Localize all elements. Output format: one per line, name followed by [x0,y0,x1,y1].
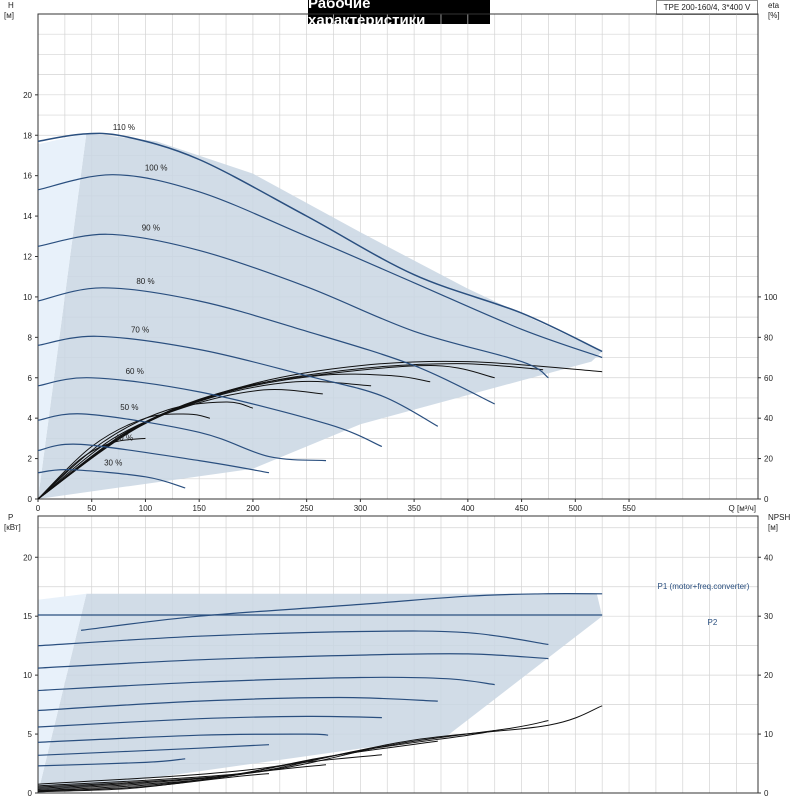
efficiency-curve [37,363,544,500]
efficiency-curve [37,413,211,500]
head-curve [37,287,495,405]
power-curve [37,733,329,743]
y-tick-label: 10 [23,293,32,302]
y-tick-label: 16 [23,172,32,181]
y2-tick-label: 20 [764,671,773,680]
y-tick-label: 0 [28,495,33,504]
x-tick-label: 450 [515,504,529,513]
y2-axis-unit: [м] [768,523,778,532]
y-tick-label: 4 [28,414,33,423]
head-curve [37,377,383,448]
efficiency-curve [37,437,146,500]
y-tick-label: 12 [23,253,32,262]
y-tick-label: 0 [28,789,33,798]
y-tick-label: 18 [23,131,32,140]
y2-tick-label: 40 [764,414,773,423]
speed-label: 30 % [104,459,122,468]
efficiency-curve [37,388,323,500]
efficiency-curve [37,365,495,500]
y2-tick-label: 100 [764,293,778,302]
x-tick-label: 500 [569,504,583,513]
head-curve [37,132,603,353]
y-tick-label: 14 [23,212,32,221]
head-curve [37,443,270,474]
y2-tick-label: 0 [764,495,769,504]
y-tick-label: 2 [28,455,33,464]
power-chart: 0 5 10 15 20 0 10 20 30 40 P[кВт] NPSH[м] P1 (motor+… [4,513,790,798]
y-axis-label: P [8,513,13,522]
y2-tick-label: 40 [764,553,773,562]
head-curve [37,233,549,379]
speed-label: 40 % [115,433,133,442]
y-tick-label: 10 [23,671,32,680]
y-tick-label: 8 [28,333,33,342]
speed-label: 90 % [142,223,160,232]
operating-range [38,133,603,499]
y2-tick-label: 0 [764,789,769,798]
speed-label: 60 % [126,367,144,376]
npsh-curve [37,764,327,792]
npsh-curve [37,705,603,785]
power-curve-label: P2 [708,618,718,627]
x-tick-label: 100 [139,504,153,513]
head-curve [37,174,603,359]
y2-axis-label: NPSH [768,513,790,522]
y-axis-unit: [м] [4,11,14,20]
npsh-curve [37,781,186,793]
power-curve [80,593,603,631]
y-tick-label: 20 [23,553,32,562]
power-curve [37,653,549,669]
y2-tick-label: 30 [764,612,773,621]
y2-tick-label: 20 [764,455,773,464]
x-axis-label: Q [м³/ч] [729,504,756,513]
head-curve [37,335,439,427]
efficiency-curve [37,401,254,500]
power-curve-label: P1 (motor+freq.converter) [658,582,750,591]
x-tick-label: 400 [461,504,475,513]
plot-frame [37,515,759,794]
x-tick-label: 0 [36,504,41,513]
efficiency-curve [37,380,372,500]
speed-label: 80 % [136,277,154,286]
y2-axis-label: eta [768,1,780,10]
y2-axis-unit: [%] [768,11,780,20]
speed-label: 50 % [120,403,138,412]
speed-label: 100 % [145,164,168,173]
x-tick-label: 200 [246,504,260,513]
x-tick-label: 250 [300,504,314,513]
y-tick-label: 5 [28,730,33,739]
low-range [38,133,87,499]
operating-range [38,593,603,793]
x-tick-label: 350 [407,504,421,513]
head-curve [37,413,327,462]
x-tick-label: 300 [354,504,368,513]
power-curve [37,696,438,712]
head-curve [37,469,186,489]
speed-label: 110 % [113,123,135,132]
power-curve [37,715,382,728]
x-tick-label: 50 [87,504,96,513]
y-tick-label: 15 [23,612,32,621]
y-tick-label: 6 [28,374,33,383]
power-curve [37,676,495,692]
speed-label: 70 % [131,325,149,334]
y2-tick-label: 10 [764,730,773,739]
x-tick-label: 150 [193,504,207,513]
y-tick-label: 20 [23,91,32,100]
y-axis-unit: [кВт] [4,523,21,532]
y-axis-label: H [8,1,14,10]
y2-tick-label: 80 [764,333,773,342]
x-tick-label: 550 [622,504,636,513]
power-curve [37,744,270,756]
power-curve [37,758,186,767]
y2-tick-label: 60 [764,374,773,383]
power-curve [37,630,549,647]
